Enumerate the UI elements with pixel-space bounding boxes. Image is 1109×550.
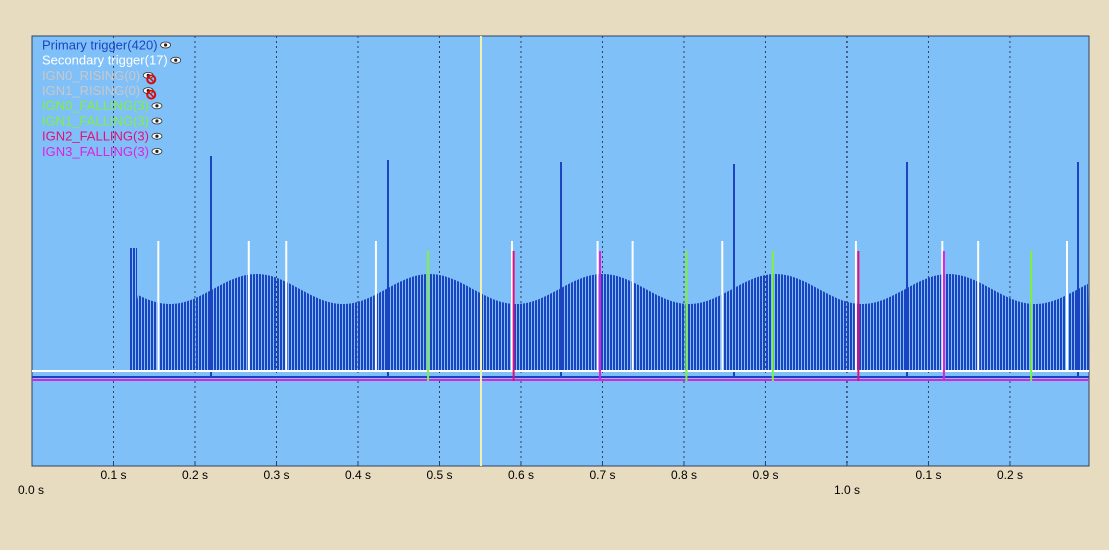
hidden-icon-slash [147,91,155,99]
legend-entry[interactable]: IGN0_FALLING(3) [42,98,149,113]
legend-entry[interactable]: IGN2_FALLING(3) [42,129,149,144]
events [157,241,1068,381]
x-tick-label: 0.6 s [508,468,534,482]
visibility-icon-pupil [163,43,168,47]
legend-entry[interactable]: IGN0_RISING(0) [42,68,140,83]
visibility-icon-pupil [155,149,159,153]
legend: Primary trigger(420)Secondary trigger(17… [42,37,182,159]
x-tick-label: 0.2 s [182,468,208,482]
grid [31,36,1011,466]
x-tick-label: 1.0 s [834,483,860,497]
visibility-icon-pupil [155,134,159,138]
legend-entry[interactable]: IGN1_RISING(0) [42,83,140,98]
x-tick-label: 0.0 s [18,483,44,497]
legend-entry[interactable]: Primary trigger(420) [42,37,158,52]
x-tick-label: 0.5 s [426,468,452,482]
legend-entry[interactable]: IGN3_FALLING(3) [42,144,149,159]
hidden-icon [146,89,157,100]
hidden-icon-slash [147,75,155,83]
x-tick-label: 0.9 s [752,468,778,482]
hidden-icon [146,74,157,85]
x-tick-label: 0.2 s [997,468,1023,482]
x-tick-label: 0.1 s [915,468,941,482]
x-tick-label: 0.1 s [100,468,126,482]
legend-entry[interactable]: Secondary trigger(17) [42,53,168,68]
legend-entry[interactable]: IGN1_FALLING(3) [42,113,149,128]
x-tick-label: 0.7 s [589,468,615,482]
sync-teeth [210,156,1079,378]
visibility-icon-pupil [155,119,159,123]
visibility-icon-pupil [174,58,178,62]
x-tick-label: 0.4 s [345,468,371,482]
x-tick-label: 0.3 s [263,468,289,482]
visibility-icon-pupil [155,104,159,108]
x-tick-label: 0.8 s [671,468,697,482]
